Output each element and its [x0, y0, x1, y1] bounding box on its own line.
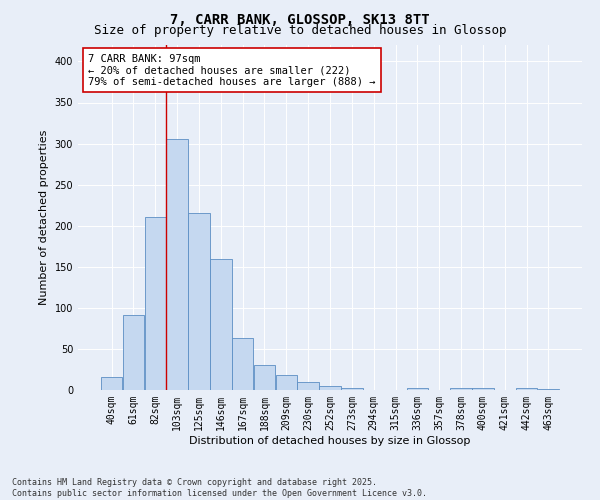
Text: Size of property relative to detached houses in Glossop: Size of property relative to detached ho…: [94, 24, 506, 37]
Bar: [298, 382, 319, 390]
Bar: [275, 375, 297, 390]
Bar: [451, 388, 472, 390]
Bar: [319, 386, 341, 390]
Bar: [145, 216, 166, 390]
Bar: [341, 388, 362, 390]
Bar: [232, 338, 253, 390]
Bar: [538, 389, 559, 390]
Text: Contains HM Land Registry data © Crown copyright and database right 2025.
Contai: Contains HM Land Registry data © Crown c…: [12, 478, 427, 498]
Bar: [254, 366, 275, 390]
Bar: [210, 258, 232, 390]
Bar: [472, 388, 494, 390]
Bar: [516, 388, 537, 390]
Text: 7, CARR BANK, GLOSSOP, SK13 8TT: 7, CARR BANK, GLOSSOP, SK13 8TT: [170, 12, 430, 26]
Text: 7 CARR BANK: 97sqm
← 20% of detached houses are smaller (222)
79% of semi-detach: 7 CARR BANK: 97sqm ← 20% of detached hou…: [88, 54, 376, 87]
Y-axis label: Number of detached properties: Number of detached properties: [39, 130, 49, 305]
X-axis label: Distribution of detached houses by size in Glossop: Distribution of detached houses by size …: [190, 436, 470, 446]
Bar: [101, 377, 122, 390]
Bar: [407, 388, 428, 390]
Bar: [123, 316, 144, 390]
Bar: [166, 140, 188, 390]
Bar: [188, 212, 209, 390]
